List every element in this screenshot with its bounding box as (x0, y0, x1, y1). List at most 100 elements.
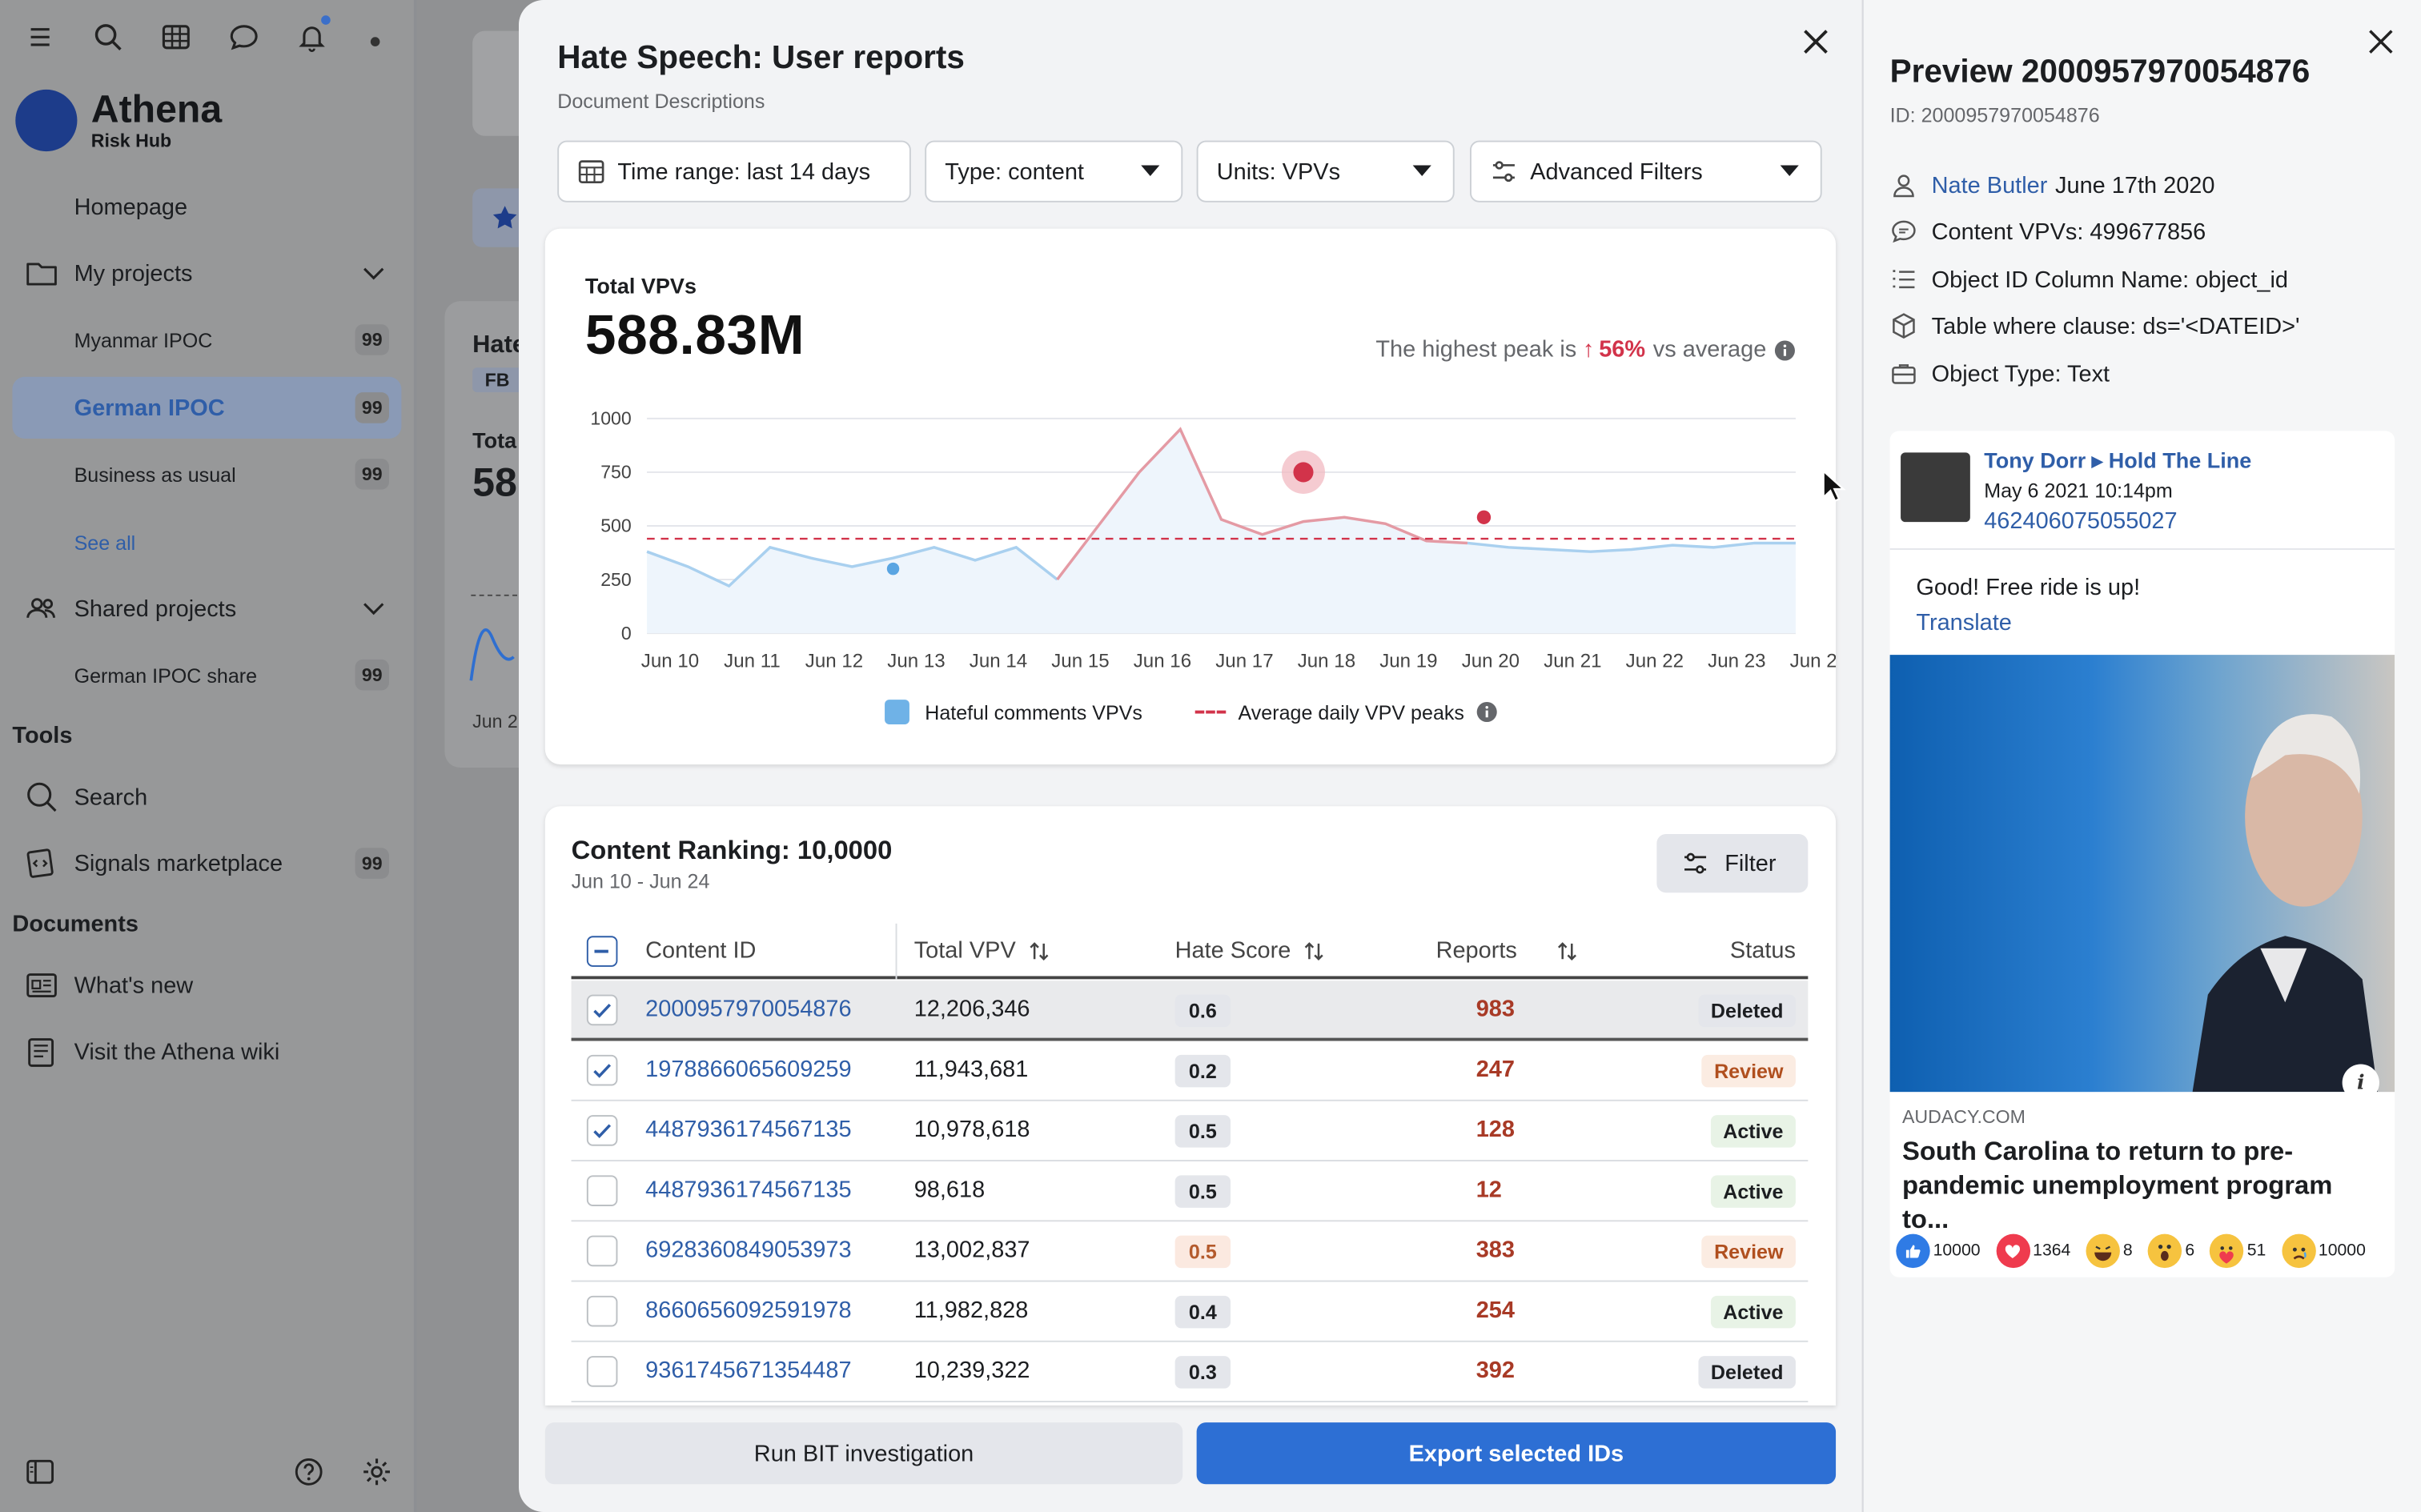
chevron-down-icon[interactable] (361, 596, 386, 621)
status-badge: Review (1701, 1054, 1796, 1088)
x-tick-label: Jun 21 (1544, 651, 1601, 672)
content-id-link[interactable]: 4487936174567135 (645, 1177, 852, 1204)
wiki-icon (25, 1035, 58, 1069)
sidebar-item-shared-projects[interactable]: Shared projects (12, 578, 401, 640)
export-selected-ids-button[interactable]: Export selected IDs (1196, 1422, 1837, 1485)
x-tick-label: Jun 10 (641, 651, 699, 672)
advanced-filters[interactable]: Advanced Filters (1469, 140, 1822, 203)
row-checkbox[interactable] (586, 994, 618, 1026)
x-tick-label: Jun 24 (1790, 651, 1836, 672)
table-icon[interactable] (158, 18, 195, 55)
sidebar-item-label: Search (74, 784, 148, 811)
sidebar-item-search[interactable]: Search (12, 766, 401, 828)
column-content-id[interactable]: Content ID (645, 937, 757, 965)
info-icon[interactable]: i (2342, 1064, 2379, 1101)
close-icon[interactable] (1799, 25, 1833, 58)
time-range-filter[interactable]: Time range: last 14 days (557, 140, 911, 203)
run-bit-investigation-button[interactable]: Run BIT investigation (544, 1422, 1183, 1485)
table-row[interactable]: 2000957970054876 12,206,346 0.6 983 Deleted (571, 981, 1809, 1041)
help-icon[interactable] (293, 1457, 324, 1488)
table-row[interactable]: 6928360849053973 13,002,837 0.5 383 Review (571, 1221, 1809, 1282)
table-filter-button[interactable]: Filter (1656, 833, 1809, 893)
content-id-link[interactable]: 4487936174567135 (645, 1117, 852, 1143)
reports-cell: 383 (1475, 1237, 1515, 1264)
sort-icon[interactable] (1556, 940, 1578, 962)
more-dot-icon[interactable] (370, 37, 380, 46)
see-all-link[interactable]: See all (12, 511, 401, 573)
author-link[interactable]: Nate Butler (1931, 172, 2048, 199)
sidebar-item-label: What's new (74, 972, 194, 999)
row-checkbox[interactable] (586, 1235, 618, 1267)
content-id-link[interactable]: 9361745671354487 (645, 1358, 852, 1384)
row-checkbox[interactable] (586, 1115, 618, 1146)
preview-object-type: Object Type: Text (1890, 359, 2110, 390)
sidebar-item-german-ipoc[interactable]: German IPOC 99 (12, 376, 402, 439)
sidebar-item-my-projects[interactable]: My projects (12, 243, 401, 304)
info-icon[interactable] (1774, 339, 1796, 361)
row-checkbox[interactable] (586, 1054, 618, 1086)
sidebar-item-whats-new[interactable]: What's new (12, 954, 401, 1016)
chat-icon[interactable] (226, 18, 263, 55)
chart-label: Total VPVs (584, 273, 697, 299)
count-badge: 99 (355, 324, 389, 355)
collapse-sidebar-icon[interactable] (25, 1457, 56, 1488)
info-icon[interactable] (1476, 701, 1498, 723)
sidebar-item-label: Shared projects (74, 595, 237, 622)
row-checkbox[interactable] (586, 1175, 618, 1206)
content-id-link[interactable]: 8660656092591978 (645, 1297, 852, 1324)
menu-icon[interactable] (22, 18, 58, 55)
sort-icon[interactable] (1028, 940, 1050, 961)
signals-icon (25, 846, 58, 880)
series-line-peak (1056, 427, 1468, 581)
list-icon (1893, 270, 1915, 289)
table-row[interactable]: 9361745671354487 10,239,322 0.3 392 Deleted (571, 1342, 1809, 1403)
x-tick-label: Jun 23 (1708, 651, 1765, 672)
select-all-checkbox[interactable] (586, 936, 618, 967)
sidebar-item-signals-marketplace[interactable]: Signals marketplace 99 (12, 832, 401, 894)
table-row[interactable]: 8660656092591978 11,982,828 0.4 254 Active (571, 1282, 1809, 1342)
column-status[interactable]: Status (1729, 937, 1796, 965)
close-icon[interactable] (2366, 26, 2397, 58)
sort-icon[interactable] (1303, 940, 1325, 961)
preview-date: June 17th 2020 (2055, 172, 2215, 199)
translate-link[interactable]: Translate (1916, 610, 2012, 636)
content-id-link[interactable]: 1978866065609259 (645, 1056, 852, 1083)
post-id-link[interactable]: 462406075055027 (1984, 507, 2178, 535)
mouse-cursor-icon (1822, 469, 1846, 503)
chevron-down-icon[interactable] (361, 261, 386, 286)
highlight-point (886, 562, 900, 576)
link-preview-image[interactable] (1889, 655, 2395, 1093)
brand-subtitle: Risk Hub (90, 130, 172, 152)
sidebar-item-german-ipoc-share[interactable]: German IPOC share 99 (12, 644, 401, 706)
column-total-vpv[interactable]: Total VPV (914, 937, 1050, 964)
post-author-group[interactable]: Tony Dorr ▸ Hold The Line (1984, 447, 2252, 473)
sidebar-item-homepage[interactable]: Homepage (12, 176, 401, 238)
content-id-link[interactable]: 2000957970054876 (645, 996, 852, 1023)
column-divider (895, 923, 897, 980)
sidebar-item-business-as-usual[interactable]: Business as usual 99 (12, 443, 401, 505)
post-avatar[interactable] (1901, 452, 1970, 523)
bell-icon[interactable] (293, 15, 331, 55)
background-total-value: 58 (472, 459, 517, 505)
table-row[interactable]: 1978866065609259 11,943,681 0.2 247 Review (571, 1041, 1809, 1101)
gear-icon[interactable] (361, 1457, 392, 1488)
background-total-label: Tota (472, 427, 517, 453)
preview-title: Preview 2000957970054876 (1889, 54, 2311, 90)
reactions-bar: 10000 1364 8 6 51 10000 (1896, 1233, 2381, 1269)
content-id-link[interactable]: 6928360849053973 (645, 1237, 852, 1264)
user-reports-modal: Hate Speech: User reports Document Descr… (518, 0, 1862, 1512)
units-filter[interactable]: Units: VPVs (1196, 140, 1455, 203)
column-reports[interactable]: Reports (1435, 937, 1517, 965)
search-icon[interactable] (90, 18, 126, 55)
x-tick-label: Jun 17 (1215, 651, 1273, 672)
sidebar-footer (25, 1457, 395, 1490)
table-row[interactable]: 4487936174567135 98,618 0.5 12 Active (571, 1161, 1809, 1222)
sidebar-item-athena-wiki[interactable]: Visit the Athena wiki (12, 1021, 401, 1082)
row-checkbox[interactable] (586, 1356, 618, 1387)
type-filter[interactable]: Type: content (925, 140, 1183, 203)
table-row[interactable]: 4487936174567135 10,978,618 0.5 128 Active (571, 1101, 1809, 1161)
row-checkbox[interactable] (586, 1295, 618, 1327)
link-headline[interactable]: South Carolina to return to pre-pandemic… (1901, 1137, 2333, 1234)
column-hate-score[interactable]: Hate Score (1175, 937, 1325, 964)
sidebar-item-myanmar-ipoc[interactable]: Myanmar IPOC 99 (12, 309, 401, 371)
